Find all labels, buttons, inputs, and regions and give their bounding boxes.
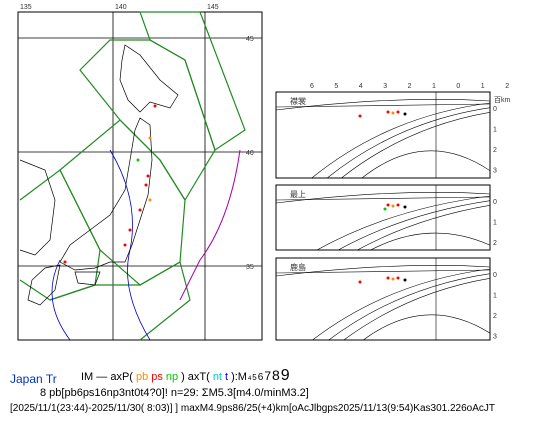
legend-item: pb bbox=[136, 371, 148, 383]
x-label: 2 bbox=[408, 83, 412, 90]
slab-line bbox=[326, 107, 490, 178]
surface bbox=[275, 269, 491, 274]
depth-label: 1 bbox=[493, 220, 497, 227]
hypocenter bbox=[391, 277, 395, 281]
hypocenter bbox=[383, 207, 387, 211]
cross-sections: 6 5 4 3 2 1 0 1 2 百km 襟裳 0 1 2 3 最上 0 1 2 鹿島 0 1 2 3 bbox=[275, 83, 510, 341]
depth-label: 0 bbox=[493, 199, 497, 206]
magnitude: 7 bbox=[264, 369, 271, 383]
x-label: 3 bbox=[383, 83, 387, 90]
summary: 8 pb[pb6ps16np3nt0t4?0]! n=29: ΣM5.3[m4.… bbox=[40, 387, 309, 399]
legend-item: ) axT( bbox=[181, 371, 210, 383]
hypocenter bbox=[403, 205, 407, 209]
arc bbox=[370, 232, 490, 250]
footer: Japan Tr IM — axP(pb ps np) axT(nt t):M4567… bbox=[10, 367, 495, 414]
x-label: 4 bbox=[359, 83, 363, 90]
hypocenter bbox=[391, 204, 395, 208]
x-label: 1 bbox=[481, 83, 485, 90]
slab-line bbox=[356, 205, 490, 250]
slab-line bbox=[316, 195, 490, 250]
lat-label: 45 bbox=[246, 36, 254, 43]
slab-top bbox=[276, 98, 490, 111]
legend: IM — axP(pb ps np) axT(nt t):M456789 bbox=[81, 367, 290, 384]
surface bbox=[275, 103, 491, 108]
depth-label: 0 bbox=[493, 106, 497, 113]
legend-item: ps bbox=[151, 371, 163, 383]
magnitude: 9 bbox=[281, 367, 290, 384]
panel-label: 襟裳 bbox=[290, 96, 306, 106]
arc bbox=[361, 150, 490, 178]
x-label: 6 bbox=[310, 83, 314, 90]
hypocenter bbox=[386, 110, 390, 114]
depth-label: 2 bbox=[493, 147, 497, 154]
hypocenter bbox=[386, 203, 390, 207]
slab-line bbox=[341, 112, 490, 178]
depth-label: 2 bbox=[493, 240, 497, 247]
lon-label: 140 bbox=[115, 4, 127, 11]
legend-item: IM — axP( bbox=[81, 371, 133, 383]
x-label: 5 bbox=[334, 83, 338, 90]
panel-label: 鹿島 bbox=[290, 262, 306, 272]
magnitude: 8 bbox=[272, 367, 280, 383]
depth-label: 1 bbox=[493, 293, 497, 300]
hypocenter bbox=[396, 203, 400, 207]
epicenters bbox=[63, 104, 157, 264]
hypocenter bbox=[358, 280, 362, 284]
slab bbox=[276, 98, 490, 178]
lon-label: 145 bbox=[207, 4, 219, 11]
slab-line bbox=[328, 273, 490, 340]
x-label: 2 bbox=[505, 83, 509, 90]
legend-item: np bbox=[166, 371, 178, 383]
hypocenter bbox=[386, 276, 390, 280]
panel-frame bbox=[275, 91, 491, 179]
legend-item: ):M bbox=[231, 371, 247, 383]
slab-line bbox=[311, 102, 490, 178]
hypocenter bbox=[391, 111, 395, 115]
unit: 百km bbox=[494, 96, 510, 104]
arc bbox=[362, 314, 490, 340]
slab-line bbox=[312, 268, 490, 340]
legend-item: t bbox=[225, 371, 228, 383]
panel-label: 最上 bbox=[290, 190, 306, 199]
region-name: Japan Tr bbox=[10, 372, 57, 386]
map: 135 140 145 45 40 35 bbox=[17, 4, 263, 341]
lon-label: 135 bbox=[20, 4, 32, 11]
x-label: 1 bbox=[432, 83, 436, 90]
depth-label: 0 bbox=[493, 272, 497, 279]
regions bbox=[19, 11, 246, 341]
panel-frame bbox=[275, 184, 491, 251]
slab-top bbox=[276, 191, 490, 204]
plate-boundary bbox=[179, 149, 241, 301]
hypocenter bbox=[403, 112, 407, 116]
hypocenter bbox=[403, 278, 407, 282]
lat-label: 40 bbox=[246, 150, 254, 157]
surface bbox=[275, 196, 491, 201]
period: [2025/11/1(23:44)-2025/11/30( 8:03)] ] m… bbox=[10, 403, 495, 414]
slab-line bbox=[343, 278, 490, 340]
magnitude: 6 bbox=[258, 372, 264, 383]
slab-line bbox=[337, 200, 490, 250]
hypocenter bbox=[358, 114, 362, 118]
hypocenter bbox=[396, 110, 400, 114]
depth-label: 1 bbox=[493, 127, 497, 134]
legend-item: nt bbox=[213, 371, 222, 383]
depth-label: 2 bbox=[493, 313, 497, 320]
coastline bbox=[19, 44, 179, 306]
slab bbox=[276, 264, 490, 340]
x-label: 0 bbox=[456, 83, 460, 90]
lat-label: 35 bbox=[246, 264, 254, 271]
magnitude: 5 bbox=[252, 373, 257, 382]
depth-label: 3 bbox=[493, 168, 497, 175]
magnitude: 4 bbox=[248, 376, 252, 382]
slab bbox=[276, 191, 490, 250]
slab-top bbox=[276, 264, 490, 277]
hypocenter bbox=[396, 276, 400, 280]
depth-label: 3 bbox=[493, 334, 497, 341]
